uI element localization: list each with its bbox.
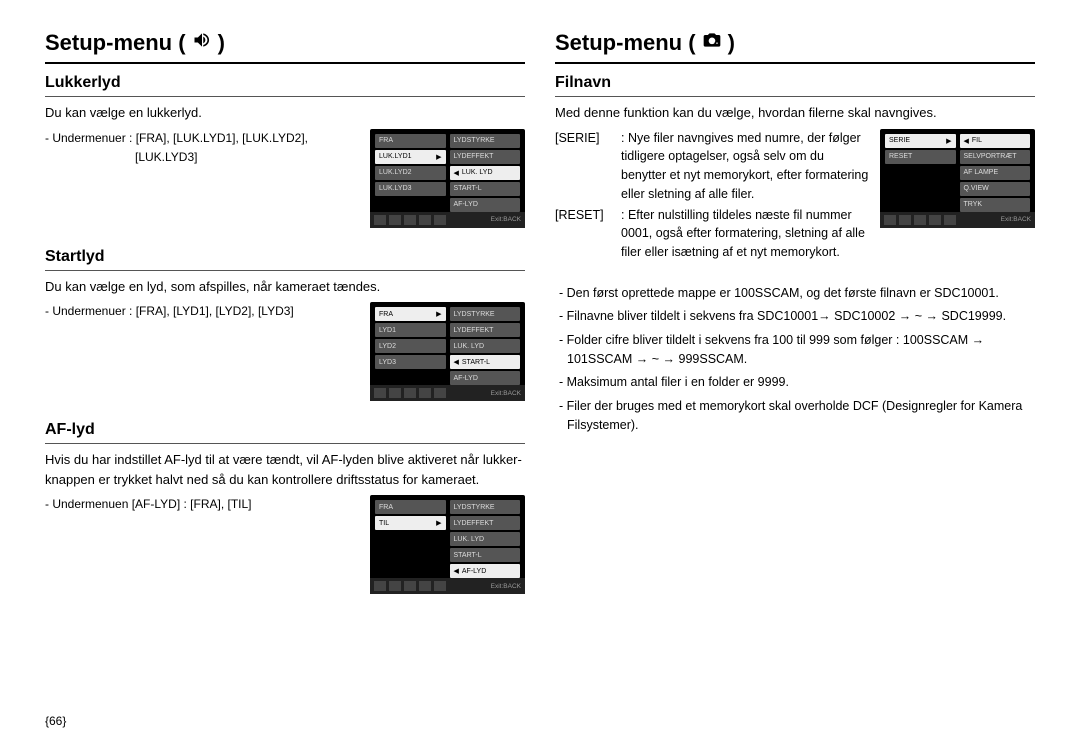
menu-item: AF LAMPE (960, 166, 1031, 180)
camera-gear-icon (702, 30, 722, 56)
definitions: [SERIE] : Nye filer navngives med numre,… (555, 129, 870, 262)
intro-startlyd: Du kan vælge en lyd, som afspilles, når … (45, 277, 525, 297)
menu-item: LYD1 (375, 323, 446, 337)
note-item: - Filnavne bliver tildelt i sekvens fra … (555, 307, 1035, 326)
note-item: - Maksimum antal filer i en folder er 99… (555, 373, 1035, 392)
notes-list: - Den først oprettede mappe er 100SSCAM,… (555, 284, 1035, 436)
heading-filnavn: Filnavn (555, 74, 1035, 97)
screenshot-footer: Exit:BACK (370, 212, 525, 228)
title-text: Setup-menu ( (555, 30, 696, 56)
title-close: ) (728, 30, 735, 56)
menu-item: LUK. LYD (450, 339, 521, 353)
intro-filnavn: Med denne funktion kan du vælge, hvordan… (555, 103, 1035, 123)
menu-item: ◀START-L (450, 355, 521, 369)
menu-item: FRA▶ (375, 307, 446, 321)
title-close: ) (218, 30, 225, 56)
def-reset: [RESET] : Efter nulstilling tildeles næs… (555, 206, 870, 262)
submenu-lukkerlyd: - Undermenuer : [FRA], [LUK.LYD1], [LUK.… (45, 129, 360, 167)
menu-item: START-L (450, 548, 521, 562)
left-column: Setup-menu ( ) Lukkerlyd Du kan vælge en… (45, 30, 525, 614)
menu-item: LYDEFFEKT (450, 516, 521, 530)
menu-item: LUK. LYD (450, 532, 521, 546)
right-page-title: Setup-menu ( ) (555, 30, 1035, 64)
screenshot-footer: Exit:BACK (880, 212, 1035, 228)
menu-item: ◀LUK. LYD (450, 166, 521, 180)
heading-startlyd: Startlyd (45, 248, 525, 271)
submenu-startlyd: - Undermenuer : [FRA], [LYD1], [LYD2], [… (45, 302, 360, 321)
menu-item: LUK.LYD1▶ (375, 150, 446, 164)
note-item: - Filer der bruges med et memorykort ska… (555, 397, 1035, 436)
menu-item: AF-LYD (450, 198, 521, 212)
right-column: Setup-menu ( ) Filnavn Med denne funktio… (555, 30, 1035, 614)
def-serie: [SERIE] : Nye filer navngives med numre,… (555, 129, 870, 204)
menu-item: LYD2 (375, 339, 446, 353)
menu-item: LUK.LYD3 (375, 182, 446, 196)
menu-item: AF-LYD (450, 371, 521, 385)
menu-item: LYDSTYRKE (450, 134, 521, 148)
intro-aflyd: Hvis du har indstillet AF-lyd til at vær… (45, 450, 525, 489)
left-page-title: Setup-menu ( ) (45, 30, 525, 64)
menu-item: SERIE▶ (885, 134, 956, 148)
screenshot-aflyd: FRA TIL▶ LYDSTYRKE LYDEFFEKT LUK. LYD START-… (370, 495, 525, 594)
menu-item: FRA (375, 500, 446, 514)
note-item: - Den først oprettede mappe er 100SSCAM,… (555, 284, 1035, 303)
sound-icon (192, 30, 212, 56)
menu-item: SELVPORTRÆT (960, 150, 1031, 164)
page-number: {66} (45, 714, 66, 728)
screenshot-lukkerlyd: FRA LUK.LYD1▶ LUK.LYD2 LUK.LYD3 LYDSTYRKE LY… (370, 129, 525, 228)
menu-item: TRYK (960, 198, 1031, 212)
title-text: Setup-menu ( (45, 30, 186, 56)
menu-item: TIL▶ (375, 516, 446, 530)
menu-item: ◀FIL (960, 134, 1031, 148)
menu-item: ◀AF-LYD (450, 564, 521, 578)
menu-item: LYD3 (375, 355, 446, 369)
submenu-aflyd: - Undermenuen [AF-LYD] : [FRA], [TIL] (45, 495, 360, 514)
menu-item: LYDSTYRKE (450, 307, 521, 321)
menu-item: FRA (375, 134, 446, 148)
screenshot-footer: Exit:BACK (370, 578, 525, 594)
screenshot-footer: Exit:BACK (370, 385, 525, 401)
screenshot-startlyd: FRA▶ LYD1 LYD2 LYD3 LYDSTYRKE LYDEFFEKT LUK. … (370, 302, 525, 401)
heading-lukkerlyd: Lukkerlyd (45, 74, 525, 97)
menu-item: LYDEFFEKT (450, 323, 521, 337)
note-item: - Folder cifre bliver tildelt i sekvens … (555, 331, 1035, 370)
screenshot-filnavn: SERIE▶ RESET ◀FIL SELVPORTRÆT AF LAMPE Q.VIE… (880, 129, 1035, 228)
menu-item: LUK.LYD2 (375, 166, 446, 180)
menu-item: RESET (885, 150, 956, 164)
heading-aflyd: AF-lyd (45, 421, 525, 444)
menu-item: LYDSTYRKE (450, 500, 521, 514)
menu-item: Q.VIEW (960, 182, 1031, 196)
menu-item: LYDEFFEKT (450, 150, 521, 164)
intro-lukkerlyd: Du kan vælge en lukkerlyd. (45, 103, 525, 123)
menu-item: START-L (450, 182, 521, 196)
